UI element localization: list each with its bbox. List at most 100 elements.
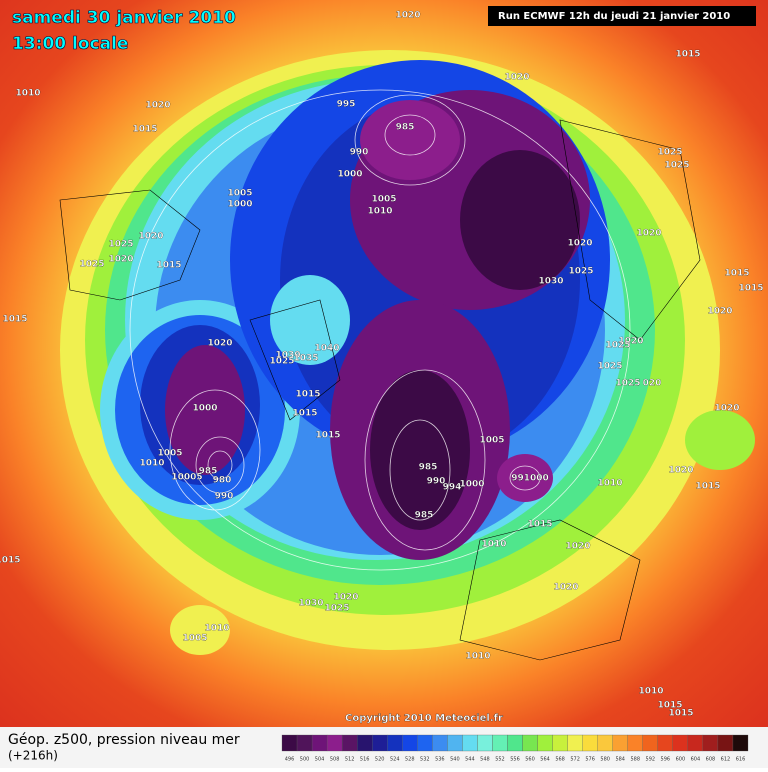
colorbar-label: 568: [555, 757, 565, 763]
colorbar-label: 496: [285, 757, 295, 763]
isobars: [129, 89, 631, 571]
colorbar-label: 536: [435, 757, 445, 763]
colorbar: 496 500 504 508 512 516 520 524 528 532 536 540 544 5…: [281, 734, 749, 763]
isobar-label: 985: [419, 463, 438, 473]
run-box: [488, 6, 756, 26]
colorbar-swatch: [552, 734, 568, 752]
isobar-label: 991000: [511, 474, 549, 484]
isobar-label: 1025: [269, 357, 294, 367]
colorbar-label: 556: [510, 757, 520, 763]
colorbar-label: 504: [315, 757, 325, 763]
colorbar-label: 604: [691, 757, 701, 763]
colorbar-label: 572: [570, 757, 580, 763]
isobar-label: 980: [213, 476, 232, 486]
isobar-label: 1010: [15, 89, 40, 99]
colorbar-label: 608: [706, 757, 716, 763]
isobar-label: 995: [337, 100, 356, 110]
isobar-label: 1025: [615, 379, 640, 389]
colorbar-swatch: [702, 734, 719, 752]
legend-title: Géop. z500, pression niveau mer: [8, 732, 240, 748]
colorbar-swatch: [492, 734, 508, 752]
isobar-label: 1025: [568, 267, 593, 277]
isobar-label: 1015: [724, 269, 749, 279]
colorbar-swatch: [387, 734, 403, 752]
isobar-label: 1015: [0, 556, 21, 566]
colorbar-swatch: [311, 734, 328, 752]
isobar-label: 994: [443, 483, 462, 493]
isobar-label: 990: [215, 492, 234, 502]
isobar-label: 1020: [707, 307, 732, 317]
isobar-label: 1005: [227, 189, 252, 199]
colorbar-swatch: [402, 734, 418, 752]
isobar-label: 1025: [664, 161, 689, 171]
colorbar-swatch: [296, 734, 313, 752]
colorbar-swatch: [477, 734, 493, 752]
isobar-label: 1025: [597, 362, 622, 372]
isobar-label: 1000: [459, 480, 484, 490]
colorbar-label: 600: [676, 757, 686, 763]
isobar-label: 1020: [395, 11, 420, 21]
legend-lead: (+216h): [8, 749, 58, 763]
geopotential-field: [60, 50, 755, 655]
colorbar-label: 524: [390, 757, 400, 763]
colorbar-swatch: [522, 734, 538, 752]
isobar-label: 1040: [314, 344, 339, 354]
colorbar-label: 528: [405, 757, 415, 763]
isobar-label: 1020: [145, 101, 170, 111]
isobar-label: 1025: [79, 260, 104, 270]
colorbar-swatch: [432, 734, 448, 752]
isobar-label: 1020: [207, 339, 232, 349]
colorbar-label: 520: [375, 757, 385, 763]
colorbar-label: 500: [300, 757, 310, 763]
coastlines: [59, 119, 701, 661]
colorbar-label: 552: [495, 757, 505, 763]
isobar-label: 1010: [597, 479, 622, 489]
colorbar-label: 576: [585, 757, 595, 763]
isobar-label: 1010: [638, 687, 663, 697]
isobar-label: 1020: [567, 239, 592, 249]
isobar-label: 10005: [171, 473, 202, 483]
isobar-label: 985: [396, 123, 415, 133]
colorbar-label: 508: [330, 757, 340, 763]
isobar-label: 1020: [565, 542, 590, 552]
isobar-label: 1015: [695, 482, 720, 492]
isobar-label: 1035: [293, 354, 318, 364]
isobar-label: 1020: [108, 255, 133, 265]
isobar-label: 020: [643, 379, 662, 389]
isobar-label: 1010: [139, 459, 164, 469]
colorbar-label: 560: [525, 757, 535, 763]
isobar-label: 1015: [2, 315, 27, 325]
colorbar-label: 612: [721, 757, 731, 763]
isobar-label: 1030: [538, 277, 563, 287]
isobar-label: 1015: [668, 709, 693, 719]
isobar-label: 1015: [675, 50, 700, 60]
copyright: Copyright 2010 Meteociel.fr: [345, 713, 503, 724]
colorbar-swatch: [372, 734, 388, 752]
colorbar-swatch: [642, 734, 658, 752]
colorbar-label: 532: [420, 757, 430, 763]
isobar-label: 1005: [182, 634, 207, 644]
isobar-label: 1010: [367, 207, 392, 217]
isobar-labels: 1020 1010 1020 1015 1020 1015 995 985 990 1000 100…: [0, 10, 764, 719]
isobar-label: 1020: [333, 593, 358, 603]
colorbar-swatch: [612, 734, 628, 752]
colorbar-swatch: [507, 734, 523, 752]
colorbar-label: 516: [360, 757, 370, 763]
date: samedi 30 janvier 2010: [12, 8, 236, 28]
colorbar-swatch: [462, 734, 478, 752]
isobar-label: 1015: [292, 409, 317, 419]
isobar-label: 1015: [156, 261, 181, 271]
isobar-label: 1020: [553, 583, 578, 593]
isobar-label: 1025: [605, 341, 630, 351]
isobar-label: 1030: [275, 351, 300, 361]
colorbar-label: 512: [345, 757, 355, 763]
isobar-label: 1015: [738, 284, 763, 294]
colorbar-label: 588: [630, 757, 640, 763]
isobar-label: 1020: [636, 229, 661, 239]
isobar-label: 1015: [315, 431, 340, 441]
isobar-label: 1010: [465, 652, 490, 662]
isobar-label: 990: [350, 148, 369, 158]
colorbar-label: 544: [465, 757, 475, 763]
